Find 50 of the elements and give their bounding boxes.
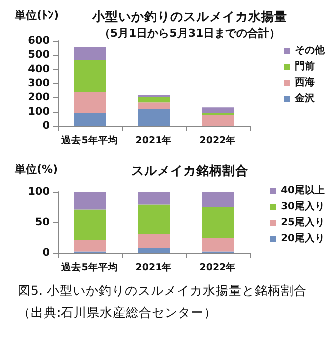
legend-label: 金沢: [294, 92, 316, 104]
bar: [202, 207, 234, 238]
bar: [74, 192, 106, 210]
bar: [138, 102, 170, 110]
bar: [138, 109, 170, 126]
bar: [138, 96, 170, 103]
y-tick-label: 0: [42, 247, 50, 259]
chart-subtitle: （5月1日から5月31日までの合計）: [99, 27, 281, 40]
caption: 図5. 小型いか釣りのスルメイカ水揚量と銘柄割合: [18, 282, 307, 300]
bar: [138, 248, 170, 253]
y-tick-label: 500: [28, 49, 50, 62]
y-tick-label: 100: [28, 106, 50, 118]
bar: [138, 234, 170, 248]
legend-label: 25尾入り: [281, 216, 326, 228]
y-tick-label: 200: [28, 92, 50, 104]
bar: [74, 240, 106, 252]
bar: [74, 114, 106, 126]
y-tick-label: 400: [28, 63, 50, 76]
y-tick-label: 300: [28, 78, 50, 90]
y-tick-label: 600: [28, 35, 50, 47]
x-tick-label: 2021年: [136, 134, 172, 146]
legend-label: 40尾以上: [281, 184, 326, 196]
bar: [202, 114, 234, 126]
legend-label: 30尾入り: [281, 200, 326, 212]
y-tick-label: 0: [42, 120, 50, 132]
bar: [74, 210, 106, 240]
bar: [138, 192, 170, 205]
y-axis-title: 単位(%): [14, 163, 58, 176]
legend-label: その他: [295, 44, 326, 56]
y-tick-label: 100: [28, 186, 50, 198]
x-tick-label: 過去5年平均: [60, 134, 118, 146]
x-tick-label: 過去5年平均: [60, 262, 118, 274]
x-tick-label: 2022年: [200, 262, 236, 274]
y-tick-label: 50: [35, 216, 50, 228]
bar: [202, 238, 234, 252]
legend-label: 門前: [295, 60, 315, 72]
bar: [74, 60, 106, 92]
bar: [74, 47, 106, 60]
text: （出典:石川県水産総合センター）: [18, 304, 218, 322]
bar: [74, 92, 106, 114]
x-tick-label: 2022年: [200, 134, 236, 146]
legend-label: 西海: [294, 76, 315, 88]
y-axis-title: 単位(ﾄﾝ): [14, 9, 60, 22]
legend-label: 20尾入り: [281, 232, 326, 244]
bar: [202, 108, 234, 113]
chart-title: 小型いか釣りのスルメイカ水揚量: [92, 9, 288, 24]
x-tick-label: 2021年: [136, 262, 172, 274]
chart-title: スルメイカ銘柄割合: [132, 163, 248, 178]
bar: [202, 192, 234, 208]
bar: [138, 204, 170, 234]
